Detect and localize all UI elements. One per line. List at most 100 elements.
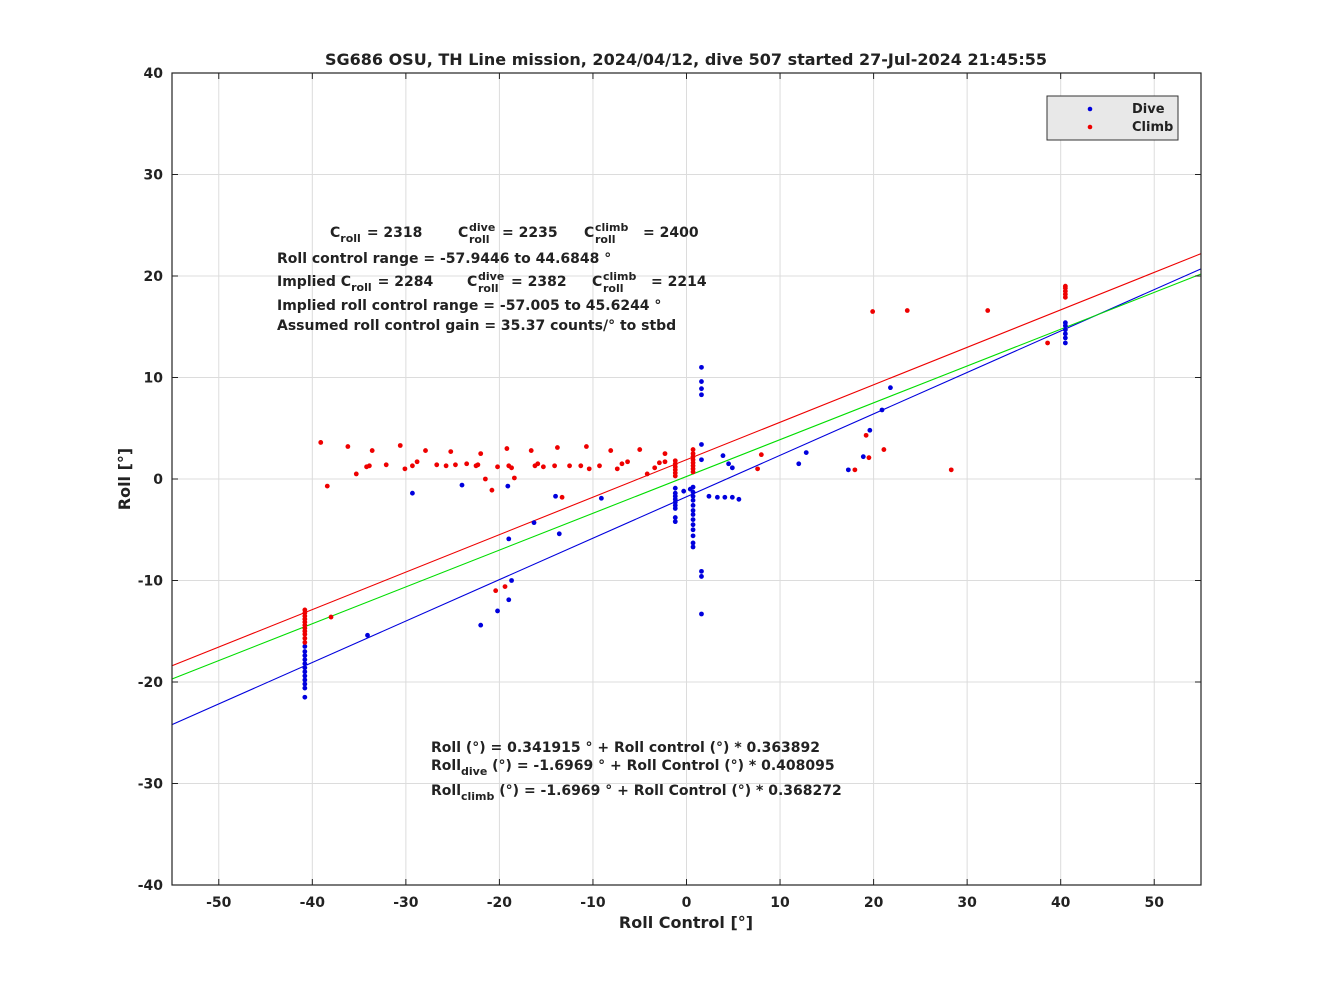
- y-tick-label: -10: [138, 574, 164, 590]
- dive-point: [302, 673, 308, 679]
- dive-point: [302, 677, 308, 683]
- dive-point: [302, 669, 308, 675]
- dive-point: [803, 450, 809, 456]
- implied-annotation: Implied Croll = 2284 C dive roll = 2382 C…: [277, 270, 707, 295]
- climb-point: [328, 614, 334, 620]
- legend-dive-marker: [1087, 106, 1093, 112]
- climb-point: [410, 463, 415, 469]
- dive-point: [690, 508, 696, 513]
- climb-point: [478, 451, 484, 457]
- dive-point: [699, 568, 704, 574]
- climb-point: [495, 464, 500, 470]
- y-tick-label: 0: [153, 472, 163, 488]
- assumed-gain: Assumed roll control gain = 35.37 counts…: [277, 318, 676, 334]
- y-tick-label: 20: [144, 269, 164, 285]
- climb-point: [567, 463, 572, 469]
- legend-box: [1046, 95, 1179, 141]
- legend-dive-label: Dive: [1132, 102, 1165, 117]
- dive-point: [729, 465, 735, 471]
- implied-c-dive-sup: dive: [478, 270, 504, 283]
- dive-point: [736, 496, 742, 502]
- dive-point: [302, 661, 308, 667]
- dive-point: [1062, 320, 1068, 326]
- dive-point: [302, 665, 308, 671]
- dive-point: [505, 483, 511, 489]
- dive-point: [302, 685, 308, 691]
- climb-point: [540, 464, 546, 470]
- x-tick-label: -40: [300, 895, 326, 911]
- fit-line: [171, 268, 1202, 726]
- chart-title: SG686 OSU, TH Line mission, 2024/04/12, …: [325, 50, 1047, 69]
- dive-point: [672, 506, 678, 511]
- dive-point: [690, 502, 696, 508]
- climb-point: [443, 463, 449, 469]
- dive-point: [302, 649, 308, 654]
- x-axis-label: Roll Control [°]: [619, 913, 753, 932]
- climb-point: [584, 444, 589, 449]
- dive-point: [726, 461, 731, 467]
- x-tick-label: 20: [864, 895, 884, 911]
- y-tick-label: -40: [138, 878, 164, 894]
- dive-point: [681, 488, 687, 494]
- climb-point: [475, 462, 481, 468]
- climb-point: [1062, 283, 1068, 289]
- climb-point: [619, 461, 625, 467]
- climb-point: [414, 459, 420, 465]
- dive-point: [879, 407, 885, 413]
- x-tick-label: 40: [1051, 895, 1071, 911]
- climb-point: [656, 460, 662, 466]
- dive-point: [506, 536, 512, 542]
- climb-point: [985, 308, 991, 313]
- climb-point: [402, 466, 408, 472]
- climb-point: [397, 443, 403, 448]
- c-climb-text: C: [584, 225, 594, 241]
- c-climb-sup: climb: [595, 221, 629, 234]
- y-tick-label: 40: [144, 66, 164, 82]
- climb-point: [625, 459, 630, 465]
- x-tick-label: 10: [770, 895, 790, 911]
- y-tick-label: 10: [144, 371, 164, 387]
- climb-point: [578, 463, 584, 469]
- implied-c-climb-text: C: [592, 274, 602, 290]
- climb-point: [866, 455, 872, 461]
- dive-point: [302, 681, 308, 687]
- c-roll-text: Croll = 2318: [330, 225, 422, 245]
- dive-point: [796, 461, 802, 467]
- climb-point: [555, 445, 560, 450]
- dive-point: [690, 540, 696, 546]
- dive-point: [1062, 331, 1068, 337]
- implied-c-dive-value: = 2382: [511, 274, 567, 290]
- climb-point: [482, 476, 488, 482]
- climb-point: [528, 448, 534, 453]
- y-axis-label: Roll [°]: [115, 448, 134, 510]
- climb-point: [324, 483, 330, 489]
- x-tick-label: 30: [957, 895, 977, 911]
- climb-point: [509, 465, 514, 471]
- dive-point: [553, 493, 558, 499]
- dive-point: [699, 611, 704, 617]
- legend: Dive Climb: [1046, 95, 1179, 141]
- dive-point: [722, 494, 728, 500]
- dive-point: [690, 533, 696, 539]
- y-tick-label: 30: [144, 168, 164, 184]
- legend-climb-marker: [1087, 124, 1093, 130]
- dive-point: [706, 493, 712, 499]
- dive-point: [1062, 335, 1068, 341]
- dive-point: [672, 485, 678, 491]
- dive-point: [410, 490, 415, 496]
- climb-point: [662, 459, 668, 465]
- dive-point: [699, 379, 704, 384]
- c-dive-value: = 2235: [502, 225, 558, 241]
- implied-c-roll-text: Implied Croll = 2284: [277, 274, 433, 294]
- climb-point: [904, 308, 910, 313]
- climb-point: [644, 471, 650, 477]
- y-tick-label: -30: [138, 777, 164, 793]
- dive-point: [302, 653, 308, 659]
- climb-point: [597, 463, 602, 469]
- dive-point: [1062, 327, 1068, 333]
- ticks: -50 -40 -30 -20 -10 0 10 20 30 40 50 -40 -30 -20 -10 0 1…: [138, 66, 1201, 911]
- climb-point: [690, 451, 696, 457]
- climb-point: [302, 640, 308, 645]
- dive-point: [888, 385, 893, 391]
- climb-point: [383, 462, 389, 468]
